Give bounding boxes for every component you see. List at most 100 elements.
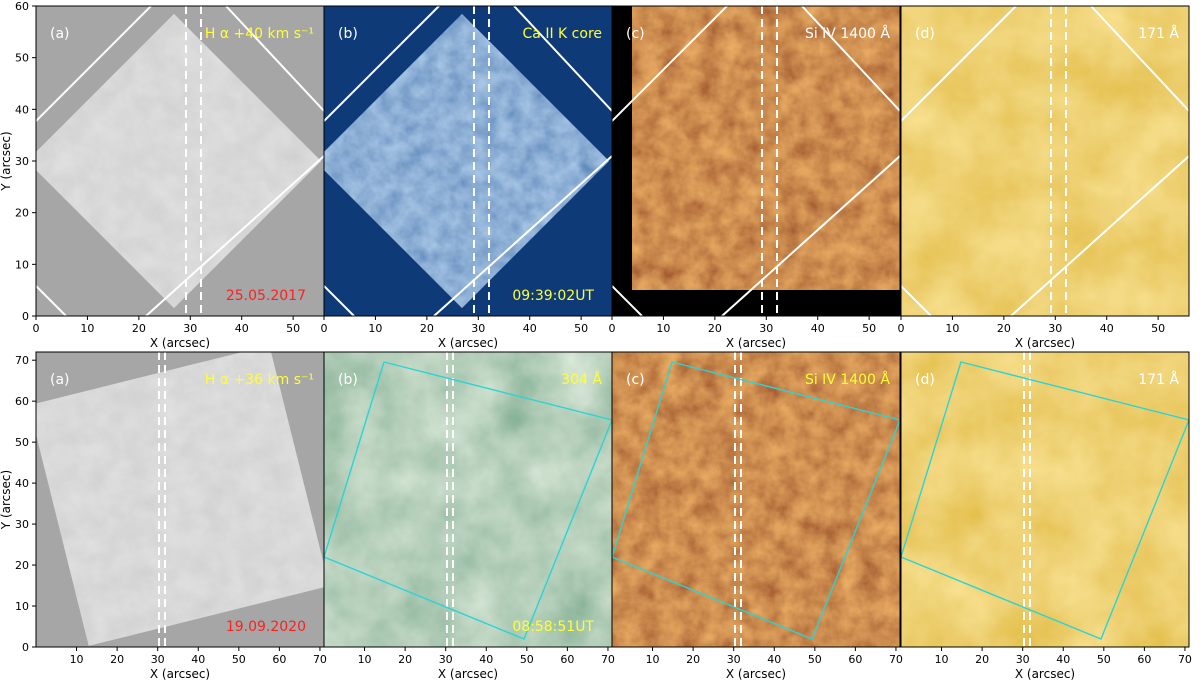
panel-annotation: 19.09.2020 <box>226 619 306 635</box>
x-tick-label: 10 <box>358 653 372 666</box>
y-tick-label: 50 <box>15 52 29 65</box>
x-tick-label: 40 <box>811 322 825 335</box>
panel-image <box>324 352 612 647</box>
panel-2-4: (d) 171 Å 10 20 30 40 50 60 70 X (arcsec) <box>900 351 1192 681</box>
x-tick-label: 30 <box>759 322 773 335</box>
panel-image <box>36 352 324 647</box>
y-tick-label: 30 <box>15 518 29 531</box>
x-tick-label: 20 <box>420 322 434 335</box>
y-tick-label: 60 <box>15 395 29 408</box>
y-tick-label: 60 <box>15 0 29 13</box>
panel-letter: (c) <box>626 26 645 42</box>
x-tick-label: 0 <box>321 322 328 335</box>
panel-letter: (d) <box>915 26 935 42</box>
x-axis-label: X (arcsec) <box>438 336 498 350</box>
y-tick-label: 0 <box>22 310 29 323</box>
y-tick-label: 40 <box>15 477 29 490</box>
panel-image <box>612 6 900 316</box>
x-tick-label: 70 <box>313 653 327 666</box>
x-tick-label: 20 <box>708 322 722 335</box>
panel-annotation: 08:58:51UT <box>512 619 594 635</box>
x-tick-label: 50 <box>1151 322 1165 335</box>
x-tick-label: 40 <box>523 322 537 335</box>
x-tick-label: 50 <box>808 653 822 666</box>
x-axis-label: X (arcsec) <box>726 336 786 350</box>
panel-letter: (d) <box>915 372 935 388</box>
panel-letter: (b) <box>338 26 358 42</box>
x-tick-label: 50 <box>520 653 534 666</box>
x-tick-label: 70 <box>1178 653 1192 666</box>
x-tick-label: 0 <box>609 322 616 335</box>
x-axis-label: X (arcsec) <box>150 667 210 681</box>
x-tick-label: 60 <box>1137 653 1151 666</box>
panel-label: 171 Å <box>1138 25 1179 42</box>
panel-1-2: (b) Ca II K core 09:39:02UT 0 10 20 30 40 50 X (a… <box>321 5 613 350</box>
x-tick-label: 30 <box>471 322 485 335</box>
y-tick-label: 50 <box>15 436 29 449</box>
x-tick-label: 50 <box>574 322 588 335</box>
x-tick-label: 30 <box>151 653 165 666</box>
y-tick-label: 40 <box>15 103 29 116</box>
x-axis-label: X (arcsec) <box>1015 336 1075 350</box>
x-axis-label: X (arcsec) <box>1015 667 1075 681</box>
x-tick-label: 20 <box>110 653 124 666</box>
x-tick-label: 60 <box>848 653 862 666</box>
y-tick-label: 70 <box>15 354 29 367</box>
y-tick-label: 10 <box>15 600 29 613</box>
x-tick-label: 40 <box>191 653 205 666</box>
y-tick-label: 10 <box>15 258 29 271</box>
x-tick-label: 40 <box>479 653 493 666</box>
x-axis-label: X (arcsec) <box>726 667 786 681</box>
panel-2-2: (b) 304 Å 08:58:51UT 10 20 30 40 50 60 70 X (arcse… <box>323 351 615 681</box>
panel-label: H α +36 km s⁻¹ <box>205 372 314 388</box>
panel-image <box>324 6 612 316</box>
x-tick-label: 50 <box>286 322 300 335</box>
x-tick-label: 20 <box>997 322 1011 335</box>
x-tick-label: 0 <box>33 322 40 335</box>
y-tick-label: 0 <box>22 641 29 654</box>
x-tick-label: 40 <box>1056 653 1070 666</box>
panel-label: 171 Å <box>1138 371 1179 388</box>
x-tick-label: 50 <box>1097 653 1111 666</box>
y-tick-label: 20 <box>15 559 29 572</box>
x-tick-label: 10 <box>656 322 670 335</box>
x-tick-label: 10 <box>646 653 660 666</box>
x-tick-label: 40 <box>235 322 249 335</box>
panel-2-3: (c) Si IV 1400 Å 10 20 30 40 50 60 70 X (arcsec) <box>611 351 903 681</box>
x-tick-label: 10 <box>935 653 949 666</box>
x-tick-label: 40 <box>767 653 781 666</box>
panel-letter: (c) <box>626 372 645 388</box>
x-tick-label: 20 <box>686 653 700 666</box>
panel-1-1: (a) H α +40 km s⁻¹ 25.05.2017 0 10 20 30 40 50 X … <box>0 0 325 350</box>
y-axis-label: Y (arcsec) <box>0 470 13 530</box>
x-tick-label: 50 <box>232 653 246 666</box>
x-tick-label: 30 <box>183 322 197 335</box>
x-tick-label: 20 <box>975 653 989 666</box>
panel-1-3: (c) Si IV 1400 Å 0 10 20 30 40 50 X (arcsec) <box>609 5 901 350</box>
panel-letter: (b) <box>338 372 358 388</box>
panel-image <box>901 352 1189 647</box>
panel-image <box>612 352 900 647</box>
x-tick-label: 50 <box>862 322 876 335</box>
figure-row-1: (a) H α +40 km s⁻¹ 25.05.2017 0 10 20 30 40 50 X … <box>0 0 1190 350</box>
x-tick-label: 30 <box>1016 653 1030 666</box>
x-tick-label: 10 <box>368 322 382 335</box>
y-tick-label: 30 <box>15 155 29 168</box>
x-axis-label: X (arcsec) <box>150 336 210 350</box>
panel-letter: (a) <box>50 26 70 42</box>
panel-letter: (a) <box>50 372 70 388</box>
panel-annotation: 25.05.2017 <box>226 288 306 304</box>
panel-annotation: 09:39:02UT <box>512 288 594 304</box>
y-tick-label: 20 <box>15 207 29 220</box>
x-tick-label: 0 <box>898 322 905 335</box>
panel-label: Si IV 1400 Å <box>805 371 890 388</box>
x-tick-label: 70 <box>601 653 615 666</box>
x-tick-label: 30 <box>727 653 741 666</box>
x-tick-label: 10 <box>80 322 94 335</box>
x-tick-label: 30 <box>439 653 453 666</box>
y-axis-label: Y (arcsec) <box>0 131 13 191</box>
x-axis-label: X (arcsec) <box>438 667 498 681</box>
x-tick-label: 20 <box>132 322 146 335</box>
x-tick-label: 30 <box>1048 322 1062 335</box>
